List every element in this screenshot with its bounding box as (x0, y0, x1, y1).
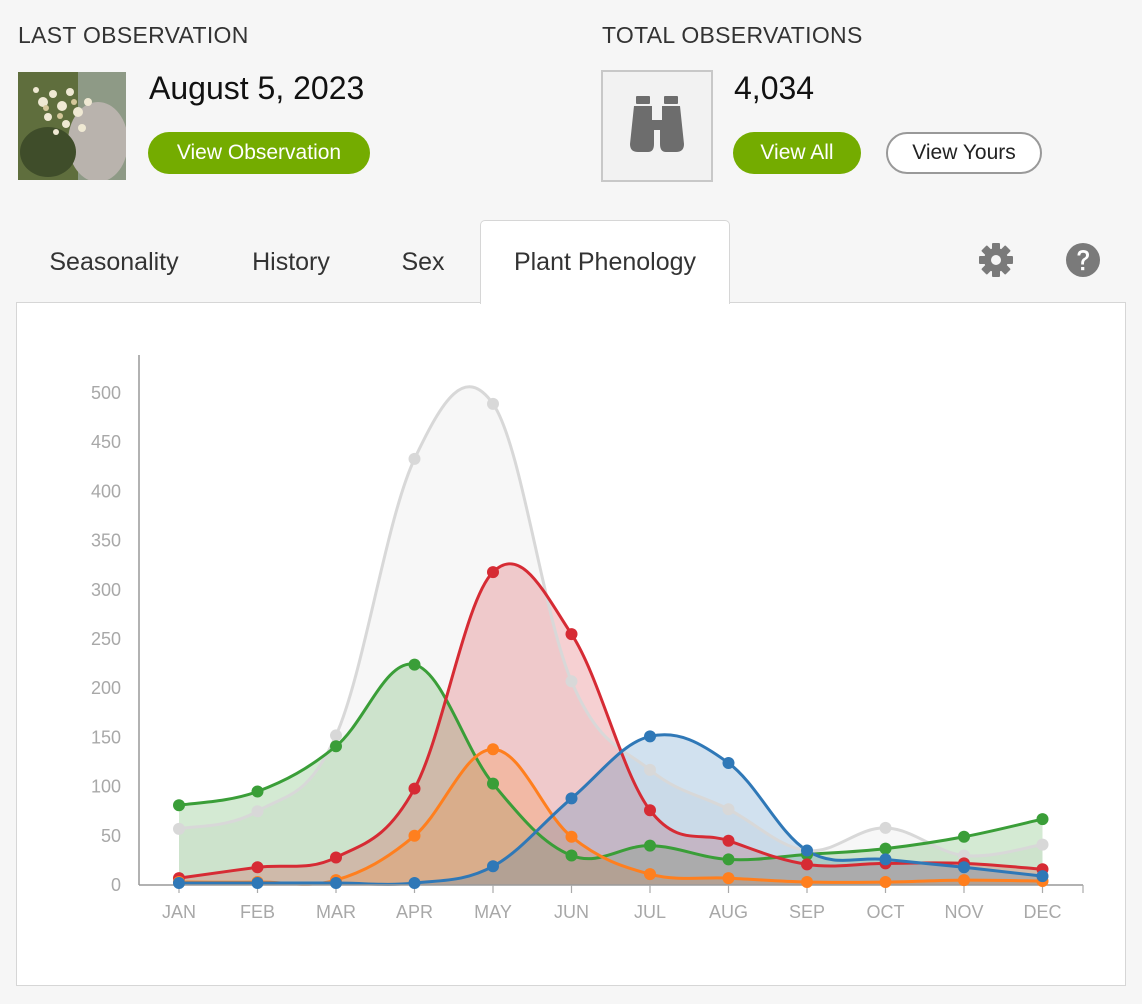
x-tick-label: DEC (1023, 902, 1061, 922)
series-3-point-jun[interactable] (565, 830, 578, 843)
series-2-point-jun[interactable] (565, 628, 578, 641)
x-tick-label: JUN (554, 902, 589, 922)
series-1-point-jul[interactable] (644, 839, 656, 852)
x-tick-label: APR (396, 902, 433, 922)
series-3-point-apr[interactable] (408, 829, 421, 842)
series-1-area (179, 664, 1043, 885)
series-1-point-aug[interactable] (722, 853, 735, 866)
series-1-point-dec[interactable] (1036, 813, 1049, 826)
tab-seasonality[interactable]: Seasonality (49, 247, 179, 276)
series-4-area (179, 734, 1043, 885)
series-2-point-mar[interactable] (330, 851, 342, 864)
series-0-point-jan[interactable] (173, 822, 185, 835)
y-tick-label: 0 (111, 875, 121, 895)
x-tick-label: NOV (944, 902, 983, 922)
series-1-point-oct[interactable] (879, 842, 892, 855)
x-tick-label: JUL (634, 902, 666, 922)
series-0-point-feb[interactable] (251, 805, 264, 818)
series-4-point-feb[interactable] (251, 877, 264, 890)
series-4-point-aug[interactable] (722, 756, 735, 769)
series-0-point-jul[interactable] (644, 763, 656, 776)
series-4-point-jun[interactable] (565, 792, 578, 805)
x-tick-label: MAR (316, 902, 356, 922)
view-all-button[interactable]: View All (733, 132, 861, 174)
series-1-point-may[interactable] (487, 777, 499, 790)
help-icon[interactable] (1063, 240, 1103, 280)
binoculars-icon (630, 96, 684, 152)
series-0-point-may[interactable] (487, 397, 499, 410)
series-4-point-nov[interactable] (958, 861, 970, 874)
series-1-point-jun[interactable] (565, 849, 578, 862)
y-tick-label: 50 (101, 826, 121, 846)
x-tick-label: JAN (162, 902, 196, 922)
series-1-point-nov[interactable] (958, 830, 970, 843)
series-2-point-may[interactable] (487, 566, 499, 579)
chart-tabs: Seasonality History Sex Plant Phenology (0, 220, 1142, 304)
series-2-point-feb[interactable] (251, 861, 264, 874)
series-3-point-may[interactable] (487, 743, 499, 756)
series-3-point-aug[interactable] (722, 872, 735, 885)
phenology-chart: 0 50 100 150 200 250 300 350 400 450 500 JAN FEB MAR A… (91, 355, 1084, 922)
series-3-point-nov[interactable] (958, 874, 970, 887)
view-observation-button[interactable]: View Observation (148, 132, 370, 174)
total-observations-count: 4,034 (734, 70, 815, 106)
tab-history[interactable]: History (252, 247, 330, 276)
series-0-point-apr[interactable] (408, 452, 421, 465)
series-0-point-aug[interactable] (722, 803, 735, 816)
series-0-point-jun[interactable] (565, 675, 578, 688)
observation-thumbnail[interactable] (18, 72, 126, 180)
x-tick-label: OCT (867, 902, 905, 922)
series-3-point-jul[interactable] (644, 868, 656, 881)
y-tick-label: 150 (91, 727, 121, 747)
last-observation-date: August 5, 2023 (149, 70, 365, 106)
y-tick-label: 250 (91, 629, 121, 649)
series-1-point-mar[interactable] (330, 740, 342, 753)
series-4-point-jul[interactable] (644, 730, 656, 743)
series-2-point-sep[interactable] (801, 858, 813, 871)
series-1-point-jan[interactable] (173, 799, 185, 812)
y-tick-label: 100 (91, 777, 121, 797)
series-4-point-sep[interactable] (801, 844, 813, 857)
series-4-point-may[interactable] (487, 860, 499, 873)
x-tick-label: AUG (709, 902, 748, 922)
gear-icon[interactable] (976, 240, 1016, 280)
y-tick-label: 500 (91, 383, 121, 403)
y-tick-label: 300 (91, 580, 121, 600)
series-3-point-sep[interactable] (801, 876, 813, 889)
total-observations-label: TOTAL OBSERVATIONS (602, 22, 863, 48)
view-yours-button[interactable]: View Yours (886, 132, 1042, 174)
tab-sex[interactable]: Sex (401, 247, 445, 276)
x-tick-label: SEP (789, 902, 825, 922)
last-observation-label: LAST OBSERVATION (18, 22, 249, 48)
series-4-point-dec[interactable] (1036, 870, 1049, 883)
series-0-point-oct[interactable] (879, 821, 892, 834)
y-tick-label: 200 (91, 678, 121, 698)
series-2-point-apr[interactable] (408, 782, 421, 795)
series-2-point-jul[interactable] (644, 804, 656, 817)
phenology-chart-panel: 0 50 100 150 200 250 300 350 400 450 500 JAN FEB MAR A… (16, 302, 1126, 986)
x-tick-label: MAY (474, 902, 512, 922)
series-4-point-jan[interactable] (173, 877, 185, 890)
y-tick-label: 350 (91, 531, 121, 551)
series-1-point-feb[interactable] (251, 785, 264, 798)
series-3-point-oct[interactable] (879, 876, 892, 889)
observation-photo (18, 72, 126, 180)
series-4-point-mar[interactable] (330, 877, 342, 890)
series-0-point-mar[interactable] (330, 729, 342, 742)
series-0-area (179, 386, 1043, 885)
series-2-point-aug[interactable] (722, 834, 735, 847)
x-tick-label: FEB (240, 902, 275, 922)
series-0-point-dec[interactable] (1036, 838, 1049, 851)
series-4-point-oct[interactable] (879, 853, 892, 866)
binoculars-icon-box (601, 70, 713, 182)
series-4-point-apr[interactable] (408, 877, 421, 890)
series-1-point-apr[interactable] (408, 658, 421, 671)
tab-plant-phenology[interactable]: Plant Phenology (480, 220, 730, 304)
y-tick-label: 450 (91, 432, 121, 452)
y-tick-label: 400 (91, 481, 121, 501)
